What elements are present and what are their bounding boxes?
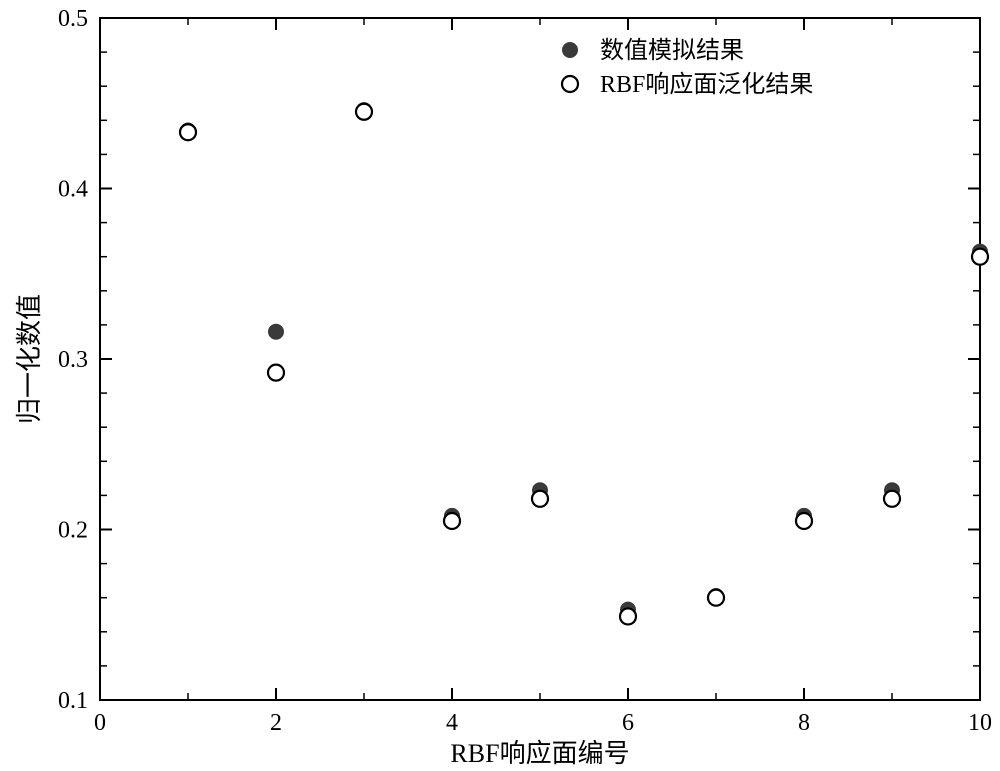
legend-marker-open [562, 76, 578, 92]
x-tick-label: 8 [798, 710, 810, 736]
data-point-open [356, 104, 372, 120]
data-point-open [268, 365, 284, 381]
data-point-open [620, 608, 636, 624]
data-point-open [884, 491, 900, 507]
legend-marker-filled [562, 42, 578, 58]
data-point-open [796, 513, 812, 529]
plot-border [100, 18, 980, 700]
data-point-open [972, 249, 988, 265]
x-tick-label: 10 [968, 710, 992, 736]
y-tick-label: 0.3 [58, 347, 88, 373]
x-axis-label: RBF响应面编号 [450, 739, 629, 768]
data-point-filled [268, 324, 284, 340]
y-tick-label: 0.2 [58, 518, 88, 544]
x-tick-label: 2 [270, 710, 282, 736]
legend-label: 数值模拟结果 [600, 37, 744, 64]
data-point-open [532, 491, 548, 507]
data-point-open [708, 590, 724, 606]
legend-label: RBF响应面泛化结果 [600, 71, 813, 98]
x-tick-label: 6 [622, 710, 634, 736]
y-tick-label: 0.4 [58, 177, 88, 203]
data-point-open [180, 124, 196, 140]
y-axis-label: 归一化数值 [15, 294, 44, 424]
y-tick-label: 0.1 [58, 688, 88, 714]
x-tick-label: 4 [446, 710, 458, 736]
y-tick-label: 0.5 [58, 6, 88, 32]
data-point-open [444, 513, 460, 529]
scatter-chart: 0 2 4 6 8 10 0.1 0.2 0.3 0.4 0.5 RBF响应面编号 归一化数值 数值模拟结… [0, 0, 1000, 771]
x-tick-label: 0 [94, 710, 106, 736]
